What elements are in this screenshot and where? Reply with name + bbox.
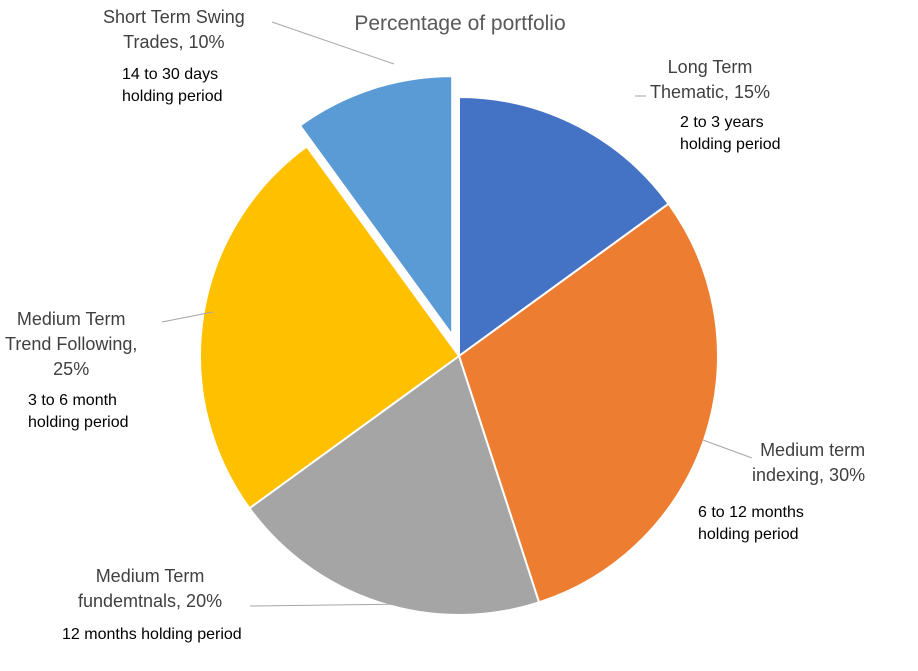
pie-slice-short-term-swing-trades xyxy=(298,75,454,339)
label-medium-term-trend-following: Medium Term Trend Following, 25% xyxy=(5,309,138,379)
note-medium-term-trend-following: 3 to 6 month holding period xyxy=(28,392,129,431)
label-short-term-swing-trades: Short Term Swing Trades, 10% xyxy=(103,7,245,52)
label-long-term-thematic: Long Term Thematic, 15% xyxy=(650,57,771,102)
pie-slice-medium-term-indexing xyxy=(457,202,719,604)
pie-slice-medium-term-trend-following xyxy=(199,145,461,510)
leader-line-medium-term-fundemtnals xyxy=(249,603,412,607)
leader-line-medium-term-trend-following xyxy=(161,311,214,323)
note-short-term-swing-trades: 14 to 30 days holding period xyxy=(122,66,223,105)
label-medium-term-fundamentals: Medium Term fundemtnals, 20% xyxy=(78,566,223,611)
leader-line-medium-term-indexing xyxy=(702,439,753,459)
note-medium-term-indexing: 6 to 12 months holding period xyxy=(698,504,804,543)
note-medium-term-fundamentals: 12 months holding period xyxy=(62,626,242,643)
chart-title: Percentage of portfolio xyxy=(354,12,566,35)
note-long-term-thematic: 2 to 3 years holding period xyxy=(680,114,781,153)
leader-line-short-term-swing-trades xyxy=(271,21,395,65)
pie-slice-medium-term-fundemtnals xyxy=(248,354,541,616)
label-medium-term-indexing: Medium term indexing, 30% xyxy=(752,440,866,485)
pie-slice-long-term-thematic xyxy=(458,95,670,358)
